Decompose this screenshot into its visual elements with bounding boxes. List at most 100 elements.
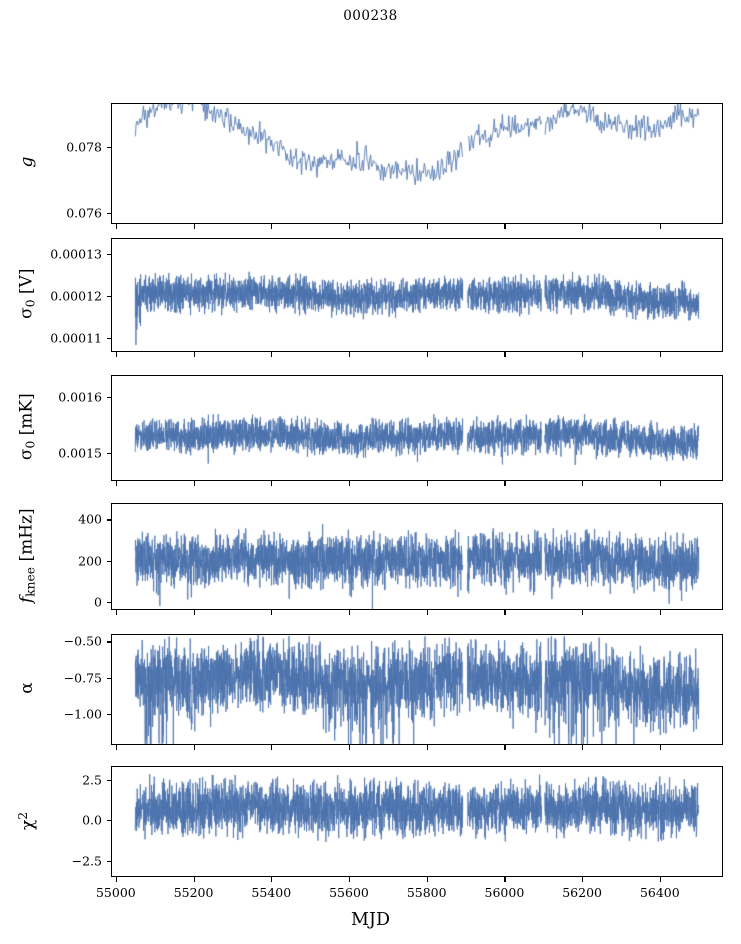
x-tick-mark (271, 481, 273, 486)
x-tick-label-2: 55400 (251, 885, 292, 900)
x-tick-mark (271, 352, 273, 357)
x-tick-mark (115, 610, 117, 615)
y-tick-mark (106, 601, 111, 603)
plot-line-sigma0_V (112, 239, 722, 351)
y-tick-label-chi2-0: 2.5 (82, 772, 102, 788)
x-tick-mark (426, 481, 428, 486)
x-tick-label-4: 55800 (406, 885, 447, 900)
y-tick-mark (106, 213, 111, 215)
y-tick-mark (106, 519, 111, 521)
y-tick-mark (106, 820, 111, 822)
y-tick-mark (106, 296, 111, 298)
x-tick-mark (659, 610, 661, 615)
x-tick-mark (115, 224, 117, 229)
y-tick-label-sigma0_V-1: 0.00012 (50, 288, 102, 304)
y-axis-label-sigma0_mK: σ0 [mK] (16, 393, 38, 461)
x-tick-mark (504, 610, 506, 615)
x-tick-mark (349, 224, 351, 229)
plot-panel-chi2 (111, 766, 723, 877)
x-tick-mark (582, 745, 584, 750)
x-tick-mark (582, 224, 584, 229)
x-tick-mark (504, 481, 506, 486)
y-tick-label-alpha-1: −0.75 (63, 670, 102, 686)
x-tick-mark (659, 352, 661, 357)
y-tick-mark (106, 253, 111, 255)
y-tick-mark (106, 713, 111, 715)
y-axis-label-gain: g (17, 156, 37, 167)
x-axis-label: MJD (351, 910, 390, 930)
y-axis-label-f_knee: fknee [mHz] (16, 507, 38, 603)
x-tick-mark (349, 745, 351, 750)
y-tick-label-sigma0_mK-1: 0.0016 (58, 389, 102, 405)
plot-panel-gain (111, 103, 723, 224)
x-tick-label-6: 56200 (562, 885, 602, 900)
x-tick-mark (659, 481, 661, 486)
y-tick-mark (106, 560, 111, 562)
x-tick-mark (193, 877, 195, 882)
figure-title: 000238 (343, 8, 398, 24)
x-tick-mark (582, 352, 584, 357)
y-tick-mark (106, 146, 111, 149)
plot-line-f_knee (112, 504, 722, 609)
x-tick-mark (193, 224, 195, 229)
plot-line-alpha (112, 635, 722, 744)
x-tick-mark (193, 745, 195, 750)
y-axis-label-chi2: χ2 (16, 811, 38, 830)
y-tick-label-f_knee-0: 0 (94, 594, 102, 610)
x-tick-mark (426, 224, 428, 229)
x-tick-mark (582, 610, 584, 615)
y-axis-label-sigma0_V: σ0 [V] (16, 268, 38, 319)
plot-panel-sigma0_V (111, 238, 723, 352)
plot-line-gain (112, 104, 722, 223)
y-tick-mark (106, 860, 111, 862)
x-tick-mark (349, 877, 351, 882)
x-tick-mark (504, 745, 506, 750)
x-tick-mark (659, 224, 661, 229)
plot-panel-sigma0_mK (111, 375, 723, 481)
x-tick-mark (426, 745, 428, 750)
x-tick-mark (115, 745, 117, 750)
plot-line-sigma0_mK (112, 376, 722, 480)
y-tick-label-chi2-2: −2.5 (71, 853, 102, 869)
y-tick-label-sigma0_V-0: 0.00011 (50, 330, 102, 346)
x-tick-label-7: 56400 (639, 885, 680, 900)
y-tick-label-sigma0_V-2: 0.00013 (50, 246, 102, 262)
y-tick-mark (106, 779, 111, 781)
x-tick-mark (659, 745, 661, 750)
x-tick-mark (115, 877, 117, 882)
y-tick-label-sigma0_mK-0: 0.0015 (58, 445, 102, 461)
y-tick-label-f_knee-2: 400 (78, 511, 102, 527)
y-tick-label-gain-1: 0.078 (66, 139, 102, 155)
x-tick-mark (349, 610, 351, 615)
y-tick-label-gain-0: 0.076 (66, 205, 102, 221)
x-tick-label-1: 55200 (173, 885, 214, 900)
y-tick-label-alpha-2: −1.00 (63, 706, 102, 722)
x-tick-mark (426, 877, 428, 882)
x-tick-mark (115, 352, 117, 357)
y-axis-label-alpha: α (17, 681, 37, 694)
x-tick-label-5: 56000 (484, 885, 525, 900)
x-tick-mark (504, 877, 506, 882)
y-tick-label-f_knee-1: 200 (78, 553, 102, 569)
x-tick-mark (193, 610, 195, 615)
x-tick-mark (349, 352, 351, 357)
x-tick-label-0: 55000 (95, 885, 136, 900)
y-tick-mark (106, 338, 111, 340)
x-tick-mark (582, 481, 584, 486)
x-tick-mark (271, 224, 273, 229)
y-tick-mark (106, 397, 111, 399)
y-tick-label-alpha-0: −0.50 (63, 633, 102, 649)
y-tick-mark (106, 641, 111, 643)
x-tick-mark (349, 481, 351, 486)
x-tick-mark (271, 745, 273, 750)
plot-line-chi2 (112, 767, 722, 876)
x-tick-mark (271, 610, 273, 615)
y-tick-mark (106, 677, 111, 679)
y-tick-mark (106, 453, 111, 455)
x-tick-mark (193, 481, 195, 486)
x-tick-mark (659, 877, 661, 882)
plot-panel-f_knee (111, 503, 723, 610)
x-tick-mark (582, 877, 584, 882)
x-tick-mark (504, 224, 506, 229)
